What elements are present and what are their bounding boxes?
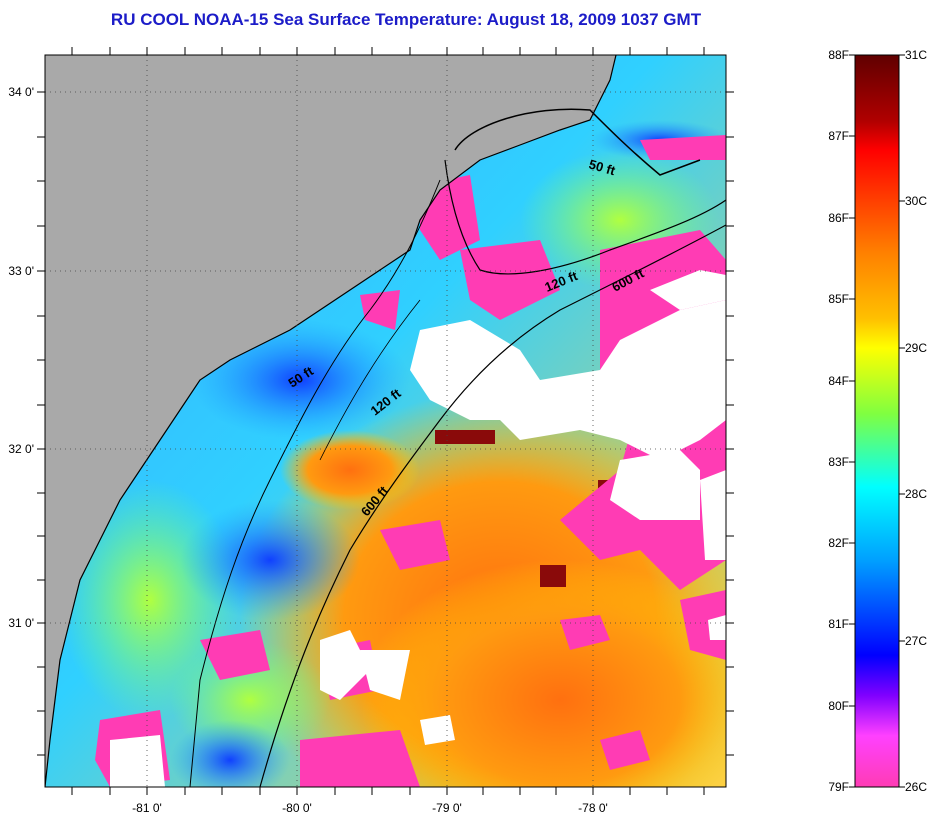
lon-tick-label: -80 0' — [282, 801, 312, 815]
colorbar-c-label: 26C — [905, 780, 927, 794]
colorbar-f-label: 80F — [828, 699, 849, 713]
lat-tick-label: 33 0' — [8, 264, 34, 278]
colorbar-c-label: 27C — [905, 634, 927, 648]
colorbar-f-label: 88F — [828, 48, 849, 62]
map-title: RU COOL NOAA-15 Sea Surface Temperature:… — [110, 10, 702, 29]
colorbar-c-label: 29C — [905, 341, 927, 355]
colorbar-f-label: 86F — [828, 211, 849, 225]
colorbar-f-label: 81F — [828, 617, 849, 631]
lat-tick-label: 34 0' — [8, 85, 34, 99]
lat-tick-label: 31 0' — [8, 616, 34, 630]
map-frame — [44, 54, 727, 788]
lon-tick-label: -79 0' — [432, 801, 462, 815]
colorbar-c-label: 31C — [905, 48, 927, 62]
lon-tick-label: -81 0' — [132, 801, 162, 815]
colorbar-c-label: 28C — [905, 487, 927, 501]
isobath-label-50ft-north: 50 ft — [587, 156, 617, 178]
latitude-tick-labels: 34 0' 33 0' 32 0' 31 0' — [8, 85, 34, 630]
lon-tick-label: -78 0' — [578, 801, 608, 815]
colorbar: 88F 87F 86F 85F 84F 83F 82F 81F 80F 79F … — [828, 48, 927, 794]
colorbar-gradient — [854, 54, 900, 788]
colorbar-f-label: 84F — [828, 374, 849, 388]
frame-ticks — [37, 47, 734, 795]
colorbar-f-label: 79F — [828, 780, 849, 794]
lat-tick-label: 32 0' — [8, 442, 34, 456]
colorbar-f-label: 87F — [828, 129, 849, 143]
colorbar-c-label: 30C — [905, 194, 927, 208]
longitude-tick-labels: -81 0' -80 0' -79 0' -78 0' — [132, 801, 608, 815]
colorbar-f-label: 83F — [828, 455, 849, 469]
colorbar-f-label: 85F — [828, 292, 849, 306]
colorbar-f-label: 82F — [828, 536, 849, 550]
sst-image — [45, 55, 726, 787]
